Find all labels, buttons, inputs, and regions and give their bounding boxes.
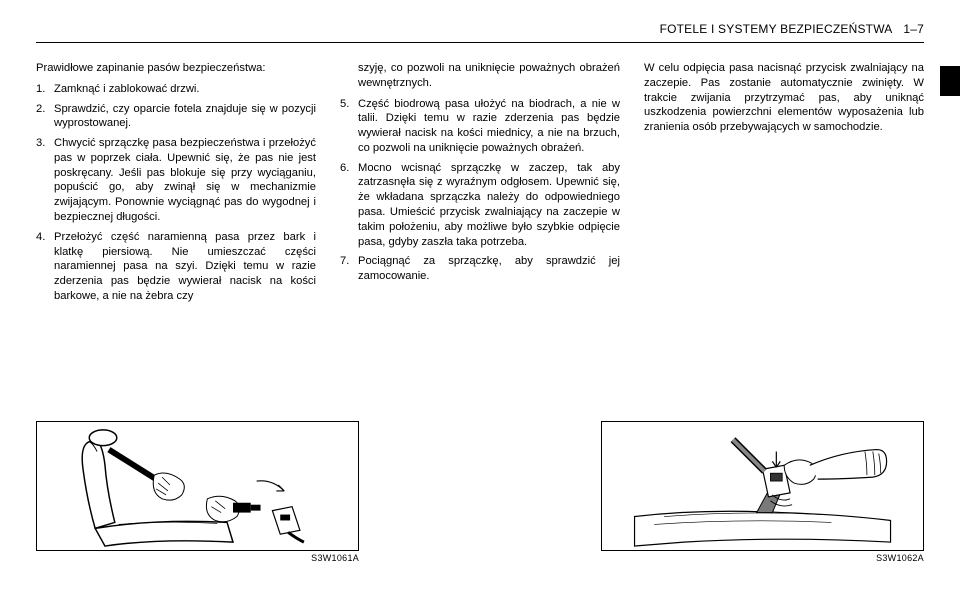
- step-continuation: szyję, co pozwoli na uniknięcie poważnyc…: [340, 61, 620, 91]
- column-3: W celu odpięcia pasa nacisnąć przycisk z…: [644, 61, 924, 411]
- column-2: szyję, co pozwoli na uniknięcie poważnyc…: [340, 61, 620, 411]
- figure-right: S3W1062A: [601, 421, 924, 563]
- seatbelt-insert-illustration: [37, 422, 358, 550]
- step-item: Pociągnąć za sprzączkę, aby sprawdzić je…: [340, 254, 620, 284]
- page: FOTELE I SYSTEMY BEZPIECZEŃSTWA 1–7 Praw…: [0, 0, 960, 607]
- figure-box: [601, 421, 924, 551]
- page-number: 1–7: [903, 22, 924, 36]
- step-item: Sprawdzić, czy oparcie fotela znajduje s…: [36, 102, 316, 132]
- step-item: Zamknąć i zablokować drzwi.: [36, 82, 316, 97]
- section-tab: [940, 66, 960, 96]
- page-header: FOTELE I SYSTEMY BEZPIECZEŃSTWA 1–7: [36, 22, 924, 43]
- text-columns: Prawidłowe zapinanie pasów bezpieczeństw…: [36, 61, 924, 411]
- paragraph: W celu odpięcia pasa nacisnąć przycisk z…: [644, 61, 924, 135]
- figure-left: S3W1061A: [36, 421, 359, 563]
- steps-list-2: Część biodrową pasa ułożyć na biodrach, …: [340, 97, 620, 284]
- figure-box: [36, 421, 359, 551]
- seatbelt-release-illustration: [602, 422, 923, 550]
- section-title: FOTELE I SYSTEMY BEZPIECZEŃSTWA: [660, 22, 892, 36]
- figures-row: S3W1061A: [36, 421, 924, 563]
- step-item: Przełożyć część naramienną pasa przez ba…: [36, 230, 316, 304]
- figure-caption: S3W1061A: [36, 553, 359, 563]
- steps-list-1: Zamknąć i zablokować drzwi. Sprawdzić, c…: [36, 82, 316, 304]
- figure-spacer: [383, 421, 577, 563]
- column-1: Prawidłowe zapinanie pasów bezpieczeństw…: [36, 61, 316, 411]
- intro-text: Prawidłowe zapinanie pasów bezpieczeństw…: [36, 61, 316, 76]
- step-item: Mocno wcisnąć sprzączkę w zaczep, tak ab…: [340, 161, 620, 250]
- figure-caption: S3W1062A: [601, 553, 924, 563]
- step-item: Chwycić sprzączkę pasa bezpieczeństwa i …: [36, 136, 316, 225]
- step-item: Część biodrową pasa ułożyć na biodrach, …: [340, 97, 620, 156]
